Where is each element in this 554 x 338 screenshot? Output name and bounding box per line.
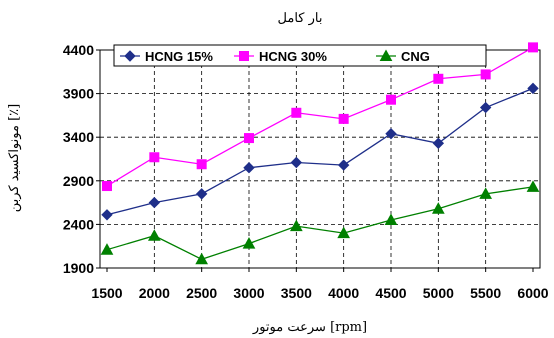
legend-marker-2 [379,49,393,61]
legend: HCNG 15% HCNG 30% CNG [113,44,487,67]
series-1-point-5 [338,113,349,124]
x-tick-label-5: 4000 [328,285,359,301]
series-1-point-4 [291,107,302,118]
series-2-point-1 [147,229,161,241]
series-0-point-3 [243,162,255,174]
series-0-point-9 [527,82,539,95]
series-1-point-1 [149,152,160,163]
series-2-point-5 [337,226,351,239]
series [100,42,540,265]
y-tick-label-1: 2400 [63,216,94,232]
series-1-point-8 [480,69,491,80]
series-2-point-2 [195,252,209,265]
series-line-2 [106,186,534,260]
x-tick-label-0: 1500 [91,285,122,301]
legend-label-0: HCNG 15% [145,49,213,64]
y-tick-label-0: 1900 [63,260,94,276]
series-2-point-9 [526,180,540,192]
series-1-point-6 [386,94,396,105]
x-tick-label-3: 3000 [233,285,264,301]
y-tick-label-5: 4400 [63,42,94,58]
x-tick-label-9: 6000 [517,285,548,301]
series-0-point-1 [148,196,161,209]
legend-box [113,44,487,67]
series-1-point-9 [528,42,538,53]
series-0-point-6 [385,128,397,140]
series-1-point-0 [102,181,112,192]
legend-marker-0 [124,50,136,62]
x-tick-labels: 1500 2000 2500 3000 3500 4000 4500 5000 5500 6000 [91,268,549,301]
series-2-point-7 [431,202,445,214]
series-1-point-2 [196,159,207,170]
series-2 [100,180,540,265]
legend-label-1: HCNG 30% [259,49,327,64]
x-tick-label-1: 2000 [139,285,170,301]
series-0-point-2 [195,188,208,200]
series-0-point-8 [479,101,492,114]
y-tick-label-2: 2900 [63,173,94,189]
y-tick-label-4: 3900 [63,86,94,102]
legend-label-2: CNG [401,49,430,64]
series-1 [102,42,538,192]
series-line-0 [106,87,534,216]
series-0-point-0 [101,209,113,221]
x-tick-label-4: 3500 [281,285,312,301]
series-2-point-8 [479,187,493,199]
x-tick-label-2: 2500 [186,285,217,301]
legend-marker-1 [239,51,249,61]
series-2-point-6 [384,213,398,226]
x-tick-label-8: 5500 [470,285,501,301]
y-axis-label: مونواکسید کربن [٪] [7,104,22,212]
series-2-point-0 [100,243,114,255]
series-2-point-3 [242,237,256,249]
series-line-1 [106,46,534,187]
series-0 [101,82,539,221]
y-tick-labels: 1900 2400 2900 3400 3900 4400 [63,42,100,276]
chart-title: بار کامل [278,11,323,26]
x-tick-label-6: 4500 [375,285,406,301]
series-1-point-7 [433,73,444,84]
series-0-point-7 [432,137,445,150]
series-1-point-3 [244,133,254,144]
series-0-point-4 [290,156,303,169]
y-tick-label-3: 3400 [63,129,94,145]
series-2-point-4 [289,219,303,232]
x-axis-label: سرعت موتور [rpm] [252,320,367,335]
x-tick-label-7: 5000 [423,285,454,301]
series-0-point-5 [337,159,350,171]
